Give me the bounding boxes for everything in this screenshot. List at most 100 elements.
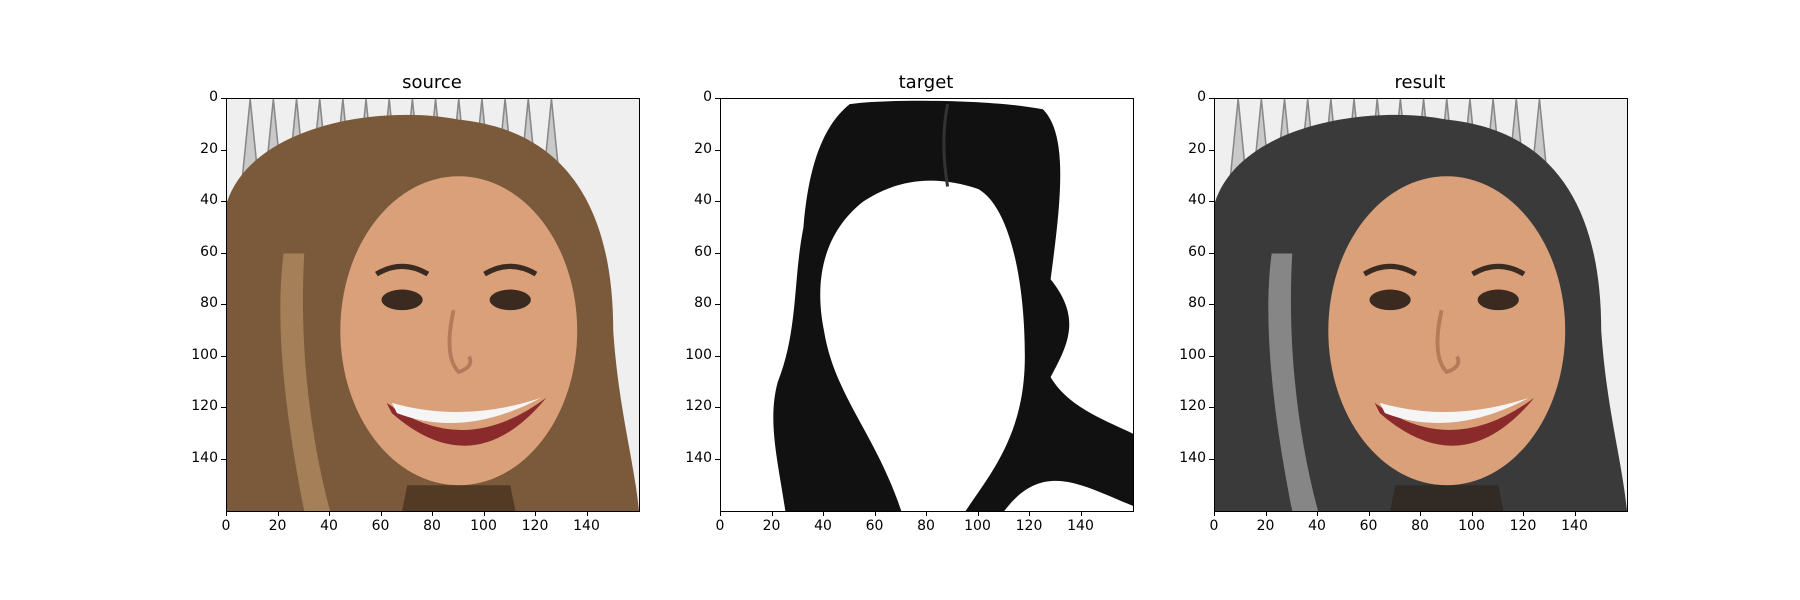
y-tick-mark <box>1209 149 1214 151</box>
y-tick-label: 80 <box>1188 295 1206 311</box>
y-tick-mark <box>715 201 720 202</box>
x-tick-mark <box>1471 511 1473 516</box>
y-tick-label: 40 <box>694 192 712 208</box>
y-tick-mark <box>221 304 226 305</box>
y-tick-mark <box>221 355 226 357</box>
x-tick-label: 40 <box>814 518 832 534</box>
y-tick-label: 120 <box>685 398 712 414</box>
y-tick-mark <box>1209 407 1214 408</box>
x-tick-mark <box>1214 511 1215 516</box>
x-tick-label: 40 <box>1308 518 1326 534</box>
y-tick-mark <box>715 407 720 408</box>
y-tick-label: 120 <box>191 398 218 414</box>
target-image <box>720 98 1134 512</box>
x-tick-mark <box>1029 511 1030 516</box>
x-tick-label: 100 <box>470 518 497 534</box>
y-tick-mark <box>715 304 720 305</box>
x-tick-mark <box>380 511 382 516</box>
x-tick-label: 140 <box>573 518 600 534</box>
x-tick-label: 0 <box>1209 518 1219 534</box>
x-tick-mark <box>874 511 876 516</box>
x-tick-label: 40 <box>320 518 338 534</box>
y-tick-mark <box>715 355 720 357</box>
x-tick-label: 120 <box>1509 518 1537 534</box>
x-tick-mark <box>586 511 588 516</box>
y-tick-label: 80 <box>200 295 218 311</box>
x-tick-label: 140 <box>1067 518 1094 534</box>
y-tick-label: 20 <box>200 140 218 157</box>
x-tick-mark <box>1265 511 1267 516</box>
x-tick-label: 80 <box>423 518 441 534</box>
y-tick-label: 20 <box>1188 140 1206 157</box>
y-tick-mark <box>1209 201 1214 202</box>
x-tick-label: 120 <box>1015 518 1043 534</box>
x-tick-mark <box>823 511 824 516</box>
y-tick-mark <box>1209 458 1214 460</box>
x-tick-mark <box>1523 511 1524 516</box>
x-tick-label: 0 <box>715 518 725 534</box>
y-tick-label: 60 <box>1188 243 1206 260</box>
x-tick-mark <box>535 511 536 516</box>
x-tick-label: 60 <box>865 518 884 534</box>
y-tick-label: 100 <box>685 346 712 363</box>
y-tick-mark <box>221 201 226 202</box>
y-tick-mark <box>221 458 226 460</box>
x-tick-mark <box>226 511 227 516</box>
y-tick-label: 0 <box>1197 89 1206 105</box>
y-tick-label: 120 <box>1179 398 1206 414</box>
x-tick-mark <box>483 511 485 516</box>
x-tick-label: 120 <box>521 518 549 534</box>
y-tick-label: 40 <box>200 192 218 208</box>
x-tick-mark <box>1080 511 1082 516</box>
y-tick-mark <box>1209 252 1214 254</box>
x-tick-label: 80 <box>1411 518 1429 534</box>
y-tick-label: 60 <box>200 243 218 260</box>
x-tick-mark <box>720 511 721 516</box>
x-tick-mark <box>277 511 279 516</box>
y-tick-mark <box>1209 98 1214 99</box>
x-tick-mark <box>1368 511 1370 516</box>
y-tick-label: 140 <box>685 449 712 466</box>
x-tick-mark <box>977 511 979 516</box>
y-tick-label: 0 <box>209 89 218 105</box>
y-tick-label: 60 <box>694 243 712 260</box>
x-tick-label: 60 <box>1359 518 1378 534</box>
y-tick-mark <box>715 458 720 460</box>
x-tick-mark <box>926 511 927 516</box>
panel-title: source <box>402 72 462 93</box>
y-tick-label: 100 <box>1179 346 1206 363</box>
x-tick-label: 0 <box>221 518 231 534</box>
y-tick-mark <box>715 252 720 254</box>
y-tick-label: 0 <box>703 89 712 105</box>
panel-title: target <box>898 72 954 93</box>
y-tick-label: 140 <box>1179 449 1206 466</box>
x-tick-mark <box>1317 511 1318 516</box>
y-tick-mark <box>715 149 720 151</box>
result-image <box>1214 98 1628 512</box>
x-tick-mark <box>432 511 433 516</box>
x-tick-mark <box>771 511 773 516</box>
x-tick-label: 100 <box>964 518 991 534</box>
y-tick-label: 20 <box>694 140 712 157</box>
x-tick-label: 20 <box>1256 518 1275 534</box>
y-tick-label: 100 <box>191 346 218 363</box>
y-tick-mark <box>221 149 226 151</box>
x-tick-label: 140 <box>1561 518 1588 534</box>
x-tick-label: 60 <box>371 518 390 534</box>
x-tick-label: 80 <box>917 518 935 534</box>
y-tick-mark <box>221 252 226 254</box>
y-tick-mark <box>221 407 226 408</box>
y-tick-label: 80 <box>694 295 712 311</box>
x-tick-label: 20 <box>268 518 287 534</box>
x-tick-mark <box>1574 511 1576 516</box>
y-tick-mark <box>1209 304 1214 305</box>
y-tick-mark <box>1209 355 1214 357</box>
y-tick-label: 40 <box>1188 192 1206 208</box>
panel-title: result <box>1394 72 1446 93</box>
x-tick-mark <box>1420 511 1421 516</box>
source-image <box>226 98 640 512</box>
y-tick-mark <box>221 98 226 99</box>
y-tick-mark <box>715 98 720 99</box>
x-tick-label: 100 <box>1458 518 1485 534</box>
y-tick-label: 140 <box>191 449 218 466</box>
